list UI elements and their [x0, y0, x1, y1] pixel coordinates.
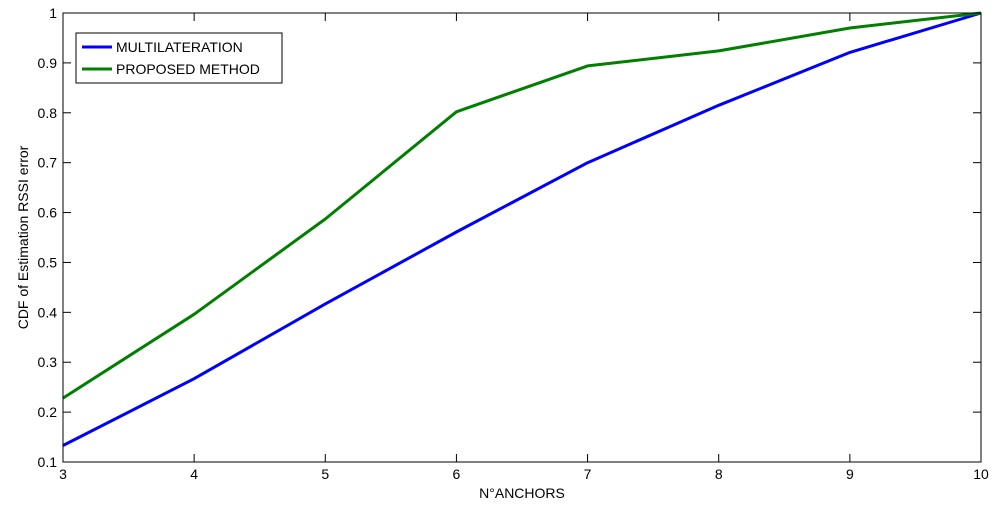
x-tick-label: 7 — [584, 466, 592, 482]
x-tick-label: 5 — [321, 466, 329, 482]
x-tick-label: 9 — [846, 466, 854, 482]
y-tick-label: 0.7 — [38, 155, 58, 171]
x-axis-label: N°ANCHORS — [479, 485, 565, 501]
y-tick-label: 0.2 — [38, 404, 58, 420]
plot-frame — [62, 12, 982, 463]
y-tick-labels: 0.1 0.2 0.3 0.4 0.5 0.6 0.7 0.8 0.9 1 — [38, 5, 58, 470]
x-tick-labels: 3 4 5 6 7 8 9 10 — [59, 466, 989, 482]
x-tick-label: 6 — [453, 466, 461, 482]
series-lines — [62, 11, 982, 447]
x-tick-label: 8 — [715, 466, 723, 482]
y-axis-label: CDF of Estimation RSSI error — [15, 145, 31, 329]
y-tick-label: 1 — [49, 5, 57, 21]
legend-label-multilateration: MULTILATERATION — [116, 39, 243, 55]
y-tick-label: 0.6 — [38, 205, 58, 221]
x-tick-label: 4 — [190, 466, 198, 482]
y-tick-label: 0.3 — [38, 354, 58, 370]
y-tick-label: 0.4 — [38, 304, 58, 320]
legend: MULTILATERATION PROPOSED METHOD — [75, 32, 283, 84]
y-tick-label: 0.1 — [38, 454, 58, 470]
legend-box — [75, 32, 283, 84]
series-line-proposed-method — [62, 11, 982, 400]
x-tick-label: 10 — [973, 466, 989, 482]
y-tick-label: 0.9 — [38, 55, 58, 71]
x-tick-label: 3 — [59, 466, 67, 482]
y-tick-label: 0.8 — [38, 105, 58, 121]
legend-label-proposed-method: PROPOSED METHOD — [116, 61, 260, 77]
series-line-multilateration — [62, 11, 982, 447]
y-tick-label: 0.5 — [38, 254, 58, 270]
